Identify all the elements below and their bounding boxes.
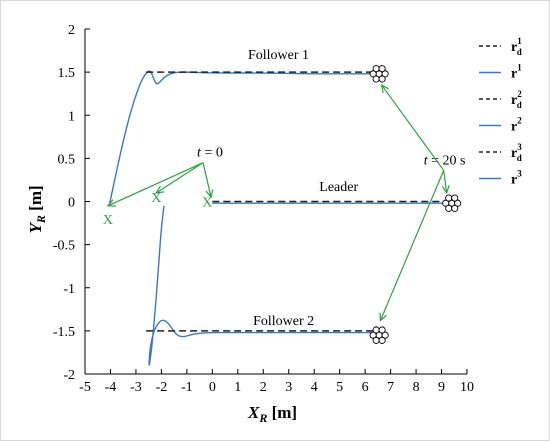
end-marker [442, 194, 462, 212]
x-tick-label: 5 [336, 380, 343, 395]
series-line-r-1 [108, 70, 381, 206]
end-marker-circle [454, 199, 462, 207]
end-marker-circle [369, 70, 377, 78]
x-tick-label: -5 [79, 380, 91, 395]
end-marker-circle [372, 336, 380, 344]
end-marker-circle [378, 326, 386, 334]
arrowhead [106, 199, 116, 207]
end-marker-circle [442, 199, 450, 207]
x-tick-label: 9 [438, 380, 445, 395]
end-marker-circle [378, 65, 386, 73]
end-marker [369, 65, 389, 83]
x-tick-label: -4 [105, 380, 117, 395]
end-marker-circle [381, 331, 389, 339]
legend-entry-1: r1 [511, 63, 522, 82]
end-marker-circle [451, 204, 459, 212]
arrowhead [205, 189, 214, 199]
x-tick-label: 8 [413, 380, 420, 395]
y-tick-label: 1.5 [58, 66, 76, 81]
y-tick-label: 0 [68, 196, 75, 211]
arrowhead [441, 185, 450, 195]
x-axis-label: XR [m] [247, 403, 297, 425]
y-tick-label: 2 [68, 23, 75, 38]
end-marker-circle [369, 331, 377, 339]
x-tick-label: 4 [311, 380, 318, 395]
start-marker: X [103, 213, 113, 228]
end-marker-circle [378, 75, 386, 83]
series-line-r-3 [148, 205, 381, 366]
end-marker-circle [445, 194, 453, 202]
arrowhead [155, 185, 165, 194]
end-marker-circle [372, 65, 380, 73]
x-tick-label: 7 [387, 380, 394, 395]
x-tick-label: 3 [285, 380, 292, 395]
end-marker [369, 326, 389, 344]
y-tick-label: 1 [68, 109, 75, 124]
annotation-arrow [155, 162, 204, 194]
start-marker: X [151, 191, 161, 206]
axes: -5 -4 -3 -2 -1 0 1 2 3 4 5 6 7 8 9 10 2 1.5 1 0.5 0 -0.5 -1 -1.… [26, 23, 474, 425]
series-layer [108, 70, 452, 366]
arrowhead [380, 83, 390, 94]
end-marker-circle [378, 336, 386, 344]
y-tick-label: 0.5 [58, 152, 76, 167]
annotation-follower1: Follower 1 [248, 48, 309, 63]
y-tick-label: -0.5 [53, 239, 75, 254]
annotation-arrow [202, 162, 212, 198]
y-axis-label: YR [m] [26, 185, 48, 233]
end-marker-circle [451, 194, 459, 202]
annotation-arrow [379, 170, 445, 321]
annotation-arrow [443, 170, 448, 193]
legend-entry-0: r1 d [511, 36, 522, 57]
start-marker: X [202, 196, 212, 211]
y-tick-label: -2 [63, 368, 75, 383]
annotation-arrow [381, 84, 445, 171]
x-tick-label: 6 [362, 380, 369, 395]
annotation-t20: t = 20 s [424, 153, 466, 168]
x-tick-label: -2 [156, 380, 168, 395]
y-tick-label: -1 [63, 282, 75, 297]
x-tick-label: -1 [181, 380, 193, 395]
annotation-arrow [107, 162, 204, 207]
legend-entry-2: r2 d [511, 89, 522, 110]
x-tick-label: 2 [260, 380, 267, 395]
x-tick-label: -3 [130, 380, 142, 395]
y-tick-label: -1.5 [53, 325, 75, 340]
legend-entry-5: r3 [511, 169, 522, 188]
x-tick-label: 10 [460, 380, 474, 395]
end-marker-circle [372, 75, 380, 83]
end-marker-circle [372, 326, 380, 334]
annotation-follower2: Follower 2 [253, 314, 314, 329]
annotation-leader: Leader [319, 180, 358, 195]
annotation-layer: Follower 1 Leader Follower 2 t = 0 t = 20 s X… [103, 48, 466, 344]
end-marker-circle [445, 204, 453, 212]
arrowhead [379, 312, 387, 322]
legend-entry-3: r2 [511, 116, 522, 135]
x-tick-label: 0 [209, 380, 216, 395]
legend-entry-4: r3 d [511, 142, 522, 163]
end-marker-circle [381, 70, 389, 78]
annotation-t0: t = 0 [197, 146, 223, 161]
x-tick-label: 1 [234, 380, 241, 395]
legend: r1 d r1 r2 d r2 r3 d r3 [479, 36, 522, 188]
